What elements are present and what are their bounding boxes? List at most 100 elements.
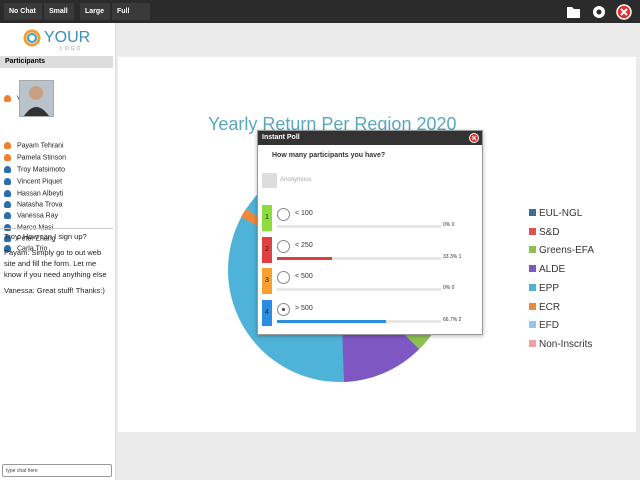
toolbar-button[interactable]: Large: [80, 3, 110, 20]
participant-icon: [4, 190, 11, 197]
legend-item: S&D: [529, 227, 560, 238]
legend-label: Non-Inscrits: [539, 338, 593, 350]
result-track: [277, 288, 441, 291]
result-percent: 0%: [443, 285, 451, 291]
legend-label: EPP: [539, 282, 560, 294]
participant-name: Vincent Piquet: [17, 178, 63, 186]
participant: Vincent Piquet: [4, 178, 62, 185]
poll-title: Instant Poll: [258, 131, 482, 145]
option-radio[interactable]: [277, 302, 290, 316]
legend-swatch: [529, 302, 536, 310]
poll-question: How many participants you have?: [272, 152, 386, 159]
legend-swatch: [529, 339, 536, 347]
settings-icon[interactable]: [593, 6, 605, 18]
poll-close[interactable]: [469, 133, 479, 143]
legend-label: EFD: [539, 320, 559, 332]
result-percent: 66.7%: [443, 316, 458, 323]
result-track: [277, 256, 441, 260]
toolbar-button[interactable]: Small: [44, 3, 74, 20]
option-label: < 250: [295, 241, 313, 249]
participant: Vanessa Ray: [4, 212, 58, 219]
toolbar-button[interactable]: No Chat: [4, 3, 42, 20]
legend-swatch: [529, 246, 536, 254]
participant-icon: [4, 201, 11, 208]
result-bar: [277, 256, 332, 260]
participant-icon: [4, 224, 11, 231]
result-text: 66.7% 2: [443, 317, 461, 323]
participant: Payam Tehrani: [4, 142, 64, 149]
legend-swatch: [529, 265, 536, 273]
sidebar: YOUR LOGO Participants Vinay PatelPayam …: [0, 23, 116, 480]
participant-icon: [4, 154, 11, 161]
result-percent: 33.3%: [443, 253, 458, 260]
logo-mark: [23, 29, 41, 47]
option-label: > 500: [295, 304, 313, 312]
option-radio[interactable]: [277, 271, 290, 284]
participant-icon: [4, 235, 11, 242]
participant-name: Natasha Trova: [17, 201, 63, 209]
option-number: 4: [262, 299, 272, 326]
result-text: 0% 0: [443, 222, 454, 228]
participant-name: Marco Masi: [17, 224, 54, 232]
poll-dialog: Instant Poll How many participants you h…: [257, 130, 483, 335]
anonymous-checkbox[interactable]: [262, 173, 277, 188]
poll-option: 4 > 500 66.7% 2: [262, 299, 480, 328]
result-track: [277, 225, 441, 228]
result-count: 0: [451, 285, 455, 291]
chat-log: Troy: How can I sign up? Payam: Simply go…: [4, 231, 112, 301]
legend-item: ECR: [529, 302, 560, 313]
legend-swatch: [529, 227, 536, 235]
participant-icon: [4, 95, 11, 102]
participant-photo: [19, 80, 54, 117]
poll-option: 3 < 500 0% 0: [262, 268, 480, 296]
participant-icon: [4, 212, 11, 219]
participant: Pamela Stinson: [4, 154, 66, 161]
legend-item: ALDE: [529, 264, 565, 275]
legend-label: ECR: [539, 301, 561, 313]
folder-icon[interactable]: [567, 7, 580, 18]
legend-label: S&D: [539, 226, 560, 238]
option-number: 2: [262, 236, 272, 263]
legend-swatch: [529, 283, 536, 291]
participant: Carla Trio: [4, 245, 47, 252]
result-count: 1: [458, 253, 462, 260]
poll-option: 2 < 250 33.3% 1: [262, 236, 480, 265]
result-track: [277, 319, 441, 323]
option-radio[interactable]: [277, 239, 290, 253]
option-radio[interactable]: [277, 208, 290, 221]
participant: Troy Matsimoto: [4, 166, 65, 173]
participant-name: Peter Zhang: [17, 235, 56, 243]
legend-swatch: [529, 321, 536, 329]
participant-name: Vanessa Ray: [17, 212, 59, 220]
legend-item: EFD: [529, 320, 559, 331]
legend-label: Greens-EFA: [539, 245, 595, 257]
participant-icon: [4, 245, 11, 252]
option-number: 1: [262, 205, 272, 231]
logo-title: YOUR: [44, 29, 91, 46]
participant-name: Troy Matsimoto: [17, 166, 65, 174]
participant: Peter Zhang: [4, 235, 56, 242]
slide-title: Yearly Return Per Region 2020: [208, 114, 457, 134]
option-label: < 500: [295, 273, 313, 280]
toolbar: No Chat Small Large Full: [0, 0, 640, 23]
participant-icon: [4, 166, 11, 173]
divider: [0, 228, 113, 229]
chat-message: Troy: How can I sign up?: [4, 232, 87, 241]
legend-label: ALDE: [539, 264, 566, 276]
result-text: 33.3% 1: [443, 254, 461, 260]
logo-subtitle: LOGO: [60, 46, 83, 52]
participant: Natasha Trova: [4, 201, 63, 208]
poll-option: 1 < 100 0% 0: [262, 205, 480, 233]
legend-item: Greens-EFA: [529, 245, 594, 256]
close-icon[interactable]: [616, 4, 632, 20]
legend-item: Non-Inscrits: [529, 339, 592, 350]
radio-dot: [282, 307, 285, 311]
result-count: 2: [458, 316, 462, 323]
result-percent: 0%: [443, 222, 451, 228]
chat-input[interactable]: type chat here: [2, 464, 112, 477]
participant-name: Hassan Albeyti: [17, 190, 64, 198]
toolbar-button[interactable]: Full: [112, 3, 150, 20]
participant: Hassan Albeyti: [4, 190, 63, 197]
chat-message: Vanessa: Great stuff! Thanks:): [4, 286, 105, 295]
participant-name: Pamela Stinson: [17, 154, 67, 162]
